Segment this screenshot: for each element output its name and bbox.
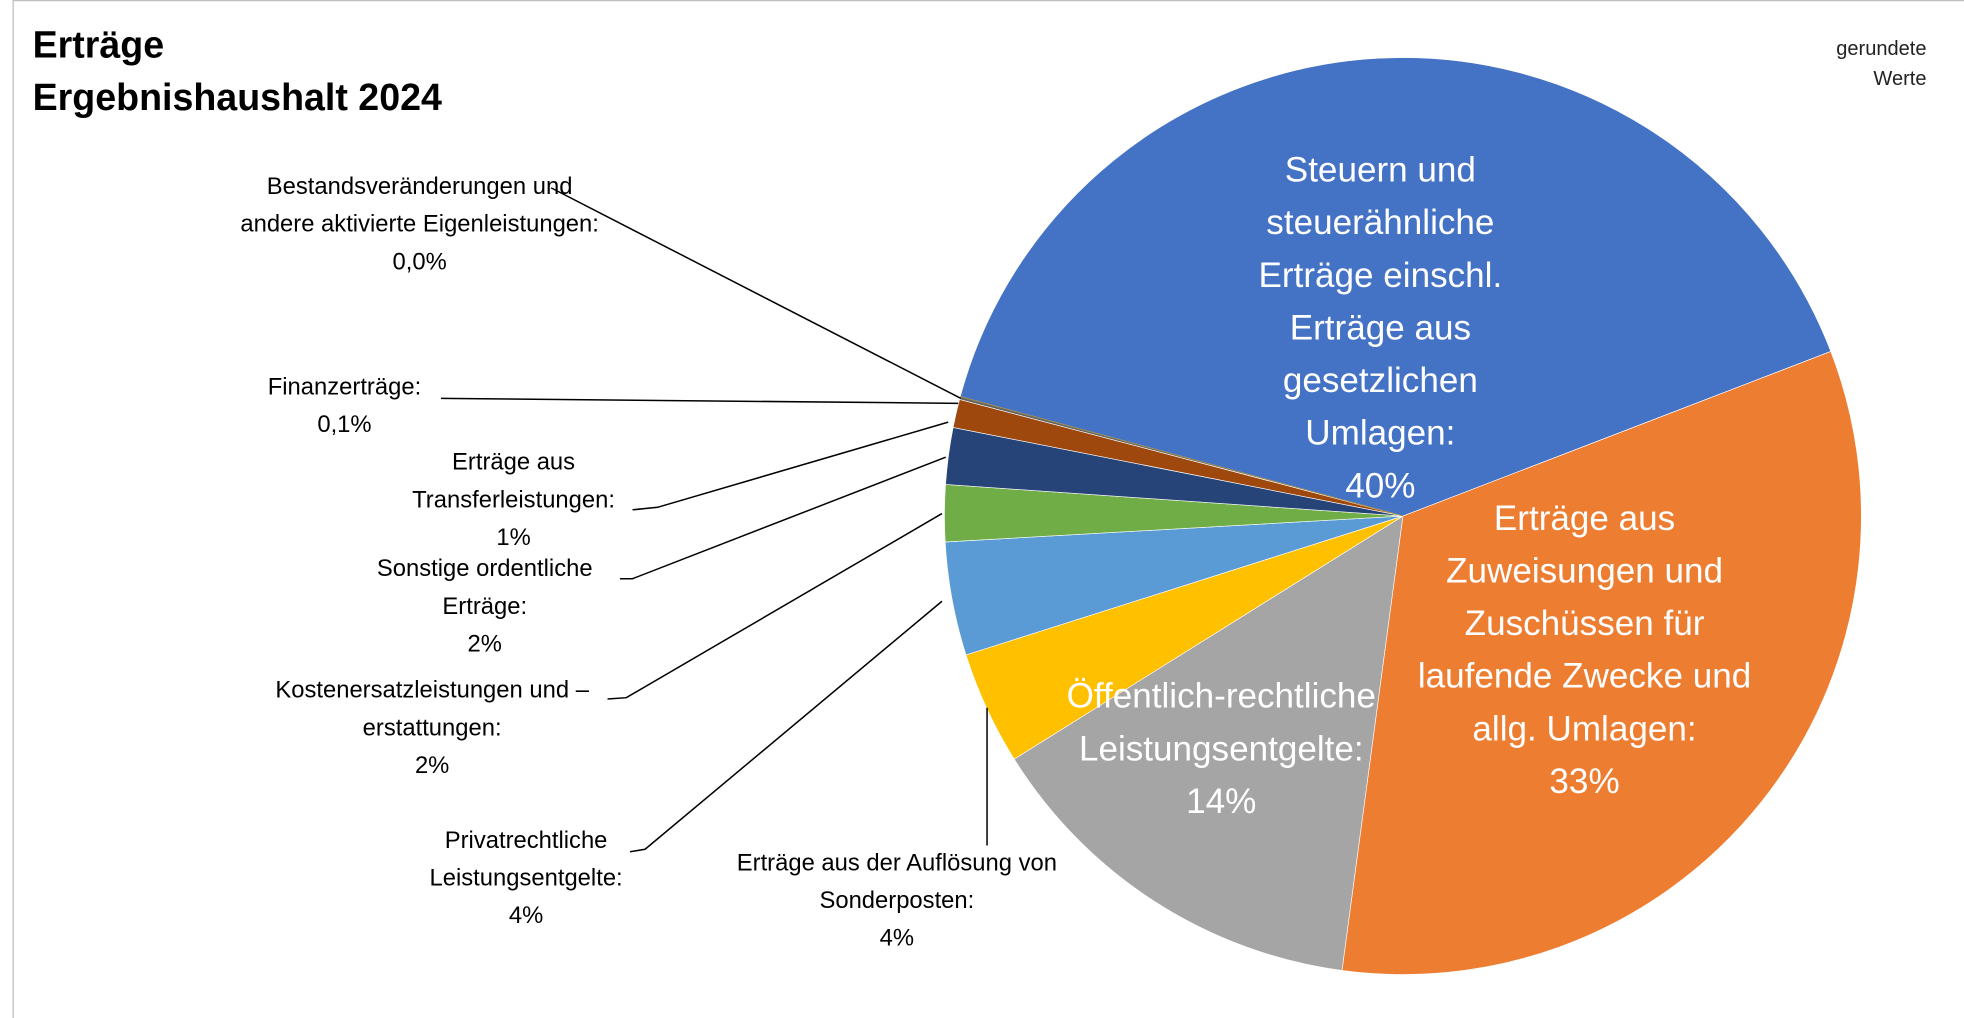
category-label: Steuern und steuerähnliche Erträge einsc… [1258,150,1503,453]
leader-line [440,397,959,405]
value-label: 2% [414,752,450,780]
value-label: 1% [496,524,531,552]
pie-slice [1341,351,1862,975]
slice-label: Steuern und steuerähnliche Erträge einsc… [1230,144,1531,512]
category-label: Kostenersatzleistungen und –erstattungen… [275,677,589,742]
note: gerundete Werte [1836,38,1927,91]
slice-label: Privatrechtliche Leistungsentgelte: 4% [388,823,664,936]
slice-label: Erträge aus Zuweisungen und Zuschüssen f… [1397,492,1773,808]
value-label: 0,1% [317,412,372,439]
value-label: 4% [508,903,544,930]
category-label: Erträge aus Zuweisungen und Zuschüssen f… [1417,498,1752,748]
category-label: Erträge aus der Auflösung von Sonderpost… [736,850,1057,915]
value-label: 33% [1549,761,1620,801]
category-label: Bestandsveränderungen und andere aktivie… [240,174,599,238]
slice-label: Öffentlich-rechtliche Leistungsentgelte:… [1033,670,1409,828]
value-label: 4% [879,925,915,952]
value-label: 2% [467,631,502,658]
slice-label: Erträge aus der Auflösung von Sonderpost… [715,846,1078,959]
pie-slice [959,57,1832,517]
leader-line [607,512,943,700]
category-label: Sonstige ordentliche Erträge: [376,556,593,621]
leader-line [550,187,962,399]
slice-label: Bestandsveränderungen und andere aktivie… [232,169,608,282]
category-label: Erträge aus Transferleistungen: [412,449,615,514]
value-label: 0,0% [392,249,447,276]
pie-slice [1013,515,1404,971]
leader-line [620,456,946,580]
category-label: Finanzerträge: [267,374,422,401]
value-label: 14% [1186,781,1257,821]
leader-line [629,600,943,853]
slice-label: Sonstige ordentliche Erträge: 2% [334,551,635,664]
leader-line [632,421,949,511]
slice-label: Kostenersatzleistungen und –erstattungen… [244,673,620,786]
category-label: Privatrechtliche Leistungsentgelte: [429,827,623,892]
value-label: 40% [1345,465,1416,505]
slice-label: Erträge aus Transferleistungen: 1% [376,445,652,558]
chart-title: Erträge [32,25,165,67]
slice-label: Finanzerträge: 0,1% [232,370,457,445]
chart-subtitle: Ergebnishaushalt 2024 [32,77,442,119]
category-label: Öffentlich-rechtliche Leistungsentgelte: [1066,676,1376,768]
frame [12,0,1964,1018]
